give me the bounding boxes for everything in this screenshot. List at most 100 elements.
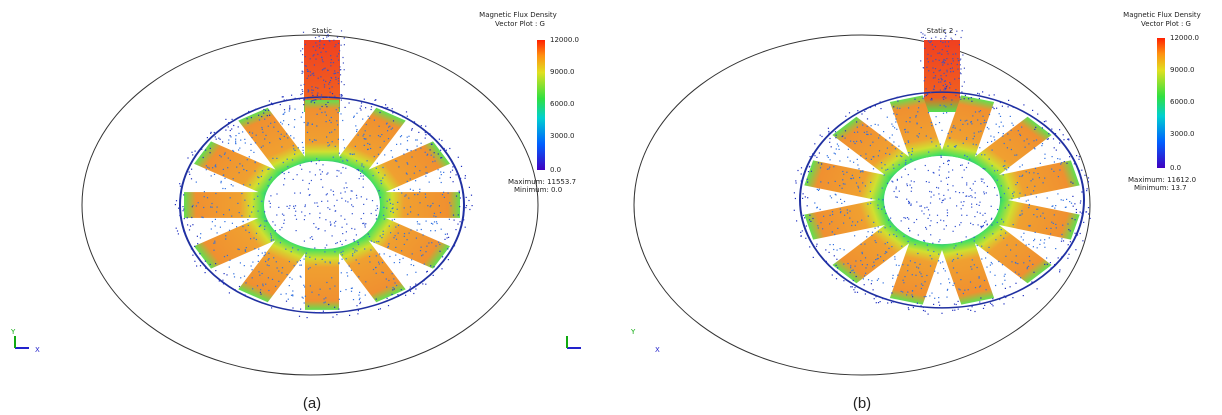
vector <box>326 36 327 37</box>
vector <box>970 223 971 224</box>
vector <box>931 55 932 56</box>
vector <box>309 257 310 258</box>
vector <box>954 283 955 284</box>
vector <box>873 156 874 157</box>
vector <box>227 167 228 168</box>
vector <box>948 41 949 42</box>
vector <box>867 264 868 265</box>
vector <box>337 170 338 171</box>
vector <box>1053 171 1054 172</box>
vector <box>360 109 361 110</box>
vector <box>323 302 324 303</box>
vector <box>939 175 940 176</box>
vector <box>1061 234 1062 235</box>
vector <box>1031 281 1032 282</box>
vector <box>1054 147 1055 148</box>
vector <box>995 285 996 286</box>
vector <box>826 261 827 262</box>
vector <box>983 308 984 309</box>
vector <box>216 139 217 140</box>
vector <box>285 249 286 250</box>
vector <box>238 133 239 134</box>
vector <box>1016 255 1017 256</box>
vector <box>961 202 962 203</box>
vector <box>960 59 961 60</box>
vector <box>959 96 960 97</box>
vector <box>925 165 926 166</box>
vector <box>252 277 253 278</box>
vector <box>977 267 978 268</box>
vector <box>338 170 339 171</box>
vector <box>963 143 964 144</box>
vector <box>442 194 443 195</box>
vector <box>827 169 828 170</box>
vector <box>1001 122 1002 123</box>
vector <box>300 165 301 166</box>
vector <box>1033 172 1034 173</box>
vector <box>918 107 919 108</box>
vector <box>338 80 339 81</box>
vector <box>1076 209 1077 210</box>
vector <box>982 91 983 92</box>
vector <box>326 121 327 122</box>
vector <box>319 41 320 42</box>
vector <box>333 62 334 63</box>
vector <box>955 245 956 246</box>
vector <box>908 142 909 143</box>
vector <box>405 194 406 195</box>
vector <box>438 242 439 243</box>
vector <box>269 115 270 116</box>
vector <box>260 289 261 290</box>
vector <box>943 195 944 196</box>
vector <box>915 244 916 245</box>
vector <box>313 223 314 224</box>
vector <box>830 195 831 196</box>
vector <box>307 71 308 72</box>
vector <box>1051 129 1052 130</box>
vector <box>892 278 893 279</box>
vector <box>954 304 955 305</box>
vector <box>356 160 357 161</box>
vector <box>229 260 230 261</box>
vector <box>1070 241 1071 242</box>
vector <box>377 163 378 164</box>
vector <box>350 154 351 155</box>
vector <box>261 176 262 177</box>
vector <box>382 167 383 168</box>
vector <box>932 243 933 244</box>
vector <box>340 74 341 75</box>
vector <box>330 221 331 222</box>
vector <box>438 153 439 154</box>
vector <box>465 175 466 176</box>
vector <box>228 143 229 144</box>
vector <box>303 285 304 286</box>
vector <box>833 249 834 250</box>
vector <box>967 156 968 157</box>
vector <box>897 97 898 98</box>
vector <box>177 230 178 231</box>
vector <box>843 264 844 265</box>
vector <box>187 217 188 218</box>
vector <box>864 284 865 285</box>
vector <box>368 116 369 117</box>
vector <box>1066 199 1067 200</box>
vector <box>377 205 378 206</box>
vector <box>326 136 327 137</box>
vector <box>409 233 410 234</box>
vector <box>325 112 326 113</box>
vector <box>339 66 340 67</box>
vector <box>325 261 326 262</box>
vector <box>975 192 976 193</box>
vector <box>450 171 451 172</box>
vector <box>968 163 969 164</box>
vector <box>812 218 813 219</box>
vector <box>439 178 440 179</box>
vector <box>810 221 811 222</box>
vector <box>365 130 366 131</box>
vector <box>327 207 328 208</box>
vector <box>1010 286 1011 287</box>
vector <box>281 272 282 273</box>
vector <box>216 211 217 212</box>
axis-triad <box>15 336 29 348</box>
vector <box>251 117 252 118</box>
